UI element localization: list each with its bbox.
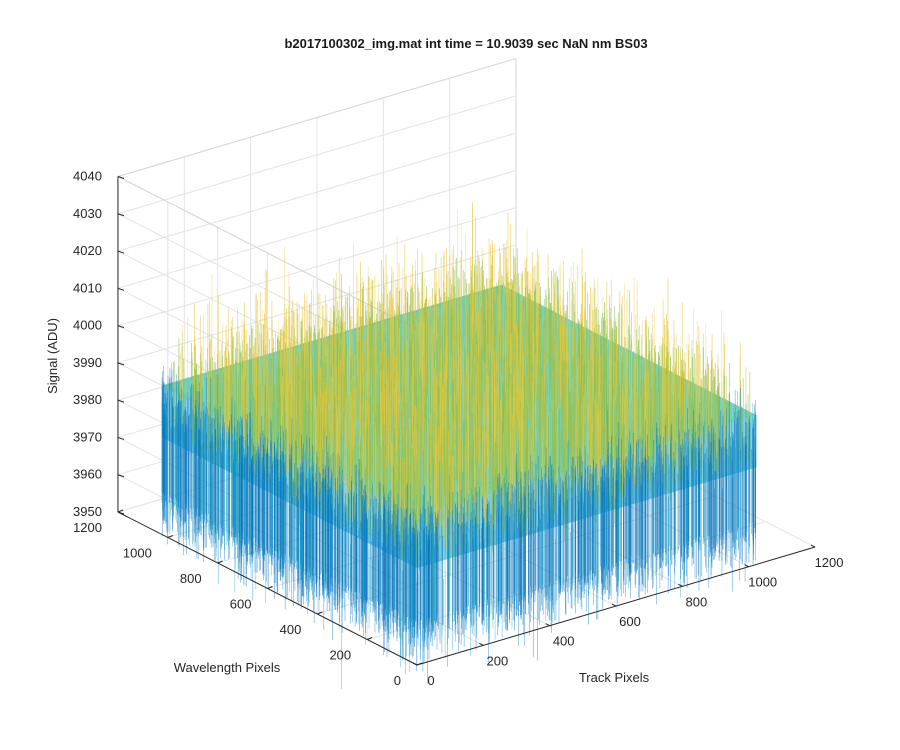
x-tick-label: 400 — [553, 634, 575, 649]
y-tick-mark — [217, 560, 223, 564]
y-tick-label: 600 — [230, 597, 252, 612]
z-tick-mark — [117, 362, 125, 366]
x-tick-label: 1200 — [815, 555, 844, 570]
z-tick-mark — [117, 250, 125, 254]
z-tick-mark — [117, 399, 125, 403]
x-tick-mark — [479, 642, 484, 646]
x-tick-mark — [678, 583, 683, 587]
y-tick-label: 800 — [180, 571, 202, 586]
x-tick-label: 800 — [686, 594, 708, 609]
right-wall-grid-line — [117, 132, 517, 252]
z-tick-mark — [117, 325, 125, 329]
tick-labels: 0200400600800100012000200400600800100012… — [73, 168, 843, 688]
y-tick-label: 400 — [280, 622, 302, 637]
x-tick-label: 600 — [619, 614, 641, 629]
x-tick-mark — [412, 662, 418, 666]
right-wall-grid-line — [117, 95, 517, 215]
right-wall-grid-line — [117, 169, 517, 289]
x-tick-mark — [810, 544, 816, 548]
x-tick-mark — [611, 603, 617, 607]
y-tick-mark — [416, 662, 423, 666]
z-tick-mark — [117, 436, 125, 440]
z-tick-mark — [117, 511, 125, 515]
z-tick-mark — [117, 474, 125, 478]
z-tick-mark — [117, 213, 125, 217]
y-tick-mark — [267, 586, 273, 589]
box-edge — [117, 58, 517, 177]
axis-lines — [117, 176, 816, 666]
x-tick-mark — [744, 564, 749, 568]
x-tick-label: 1000 — [748, 575, 777, 590]
y-tick-mark — [117, 509, 124, 513]
y-tick-mark — [366, 637, 373, 640]
x-tick-mark — [545, 623, 550, 627]
y-tick-mark — [167, 535, 173, 538]
x-tick-label: 0 — [427, 673, 434, 688]
right-wall-grid-line — [117, 207, 517, 327]
y-tick-mark — [317, 611, 323, 615]
z-tick-mark — [117, 176, 125, 179]
y-tick-label: 0 — [394, 673, 401, 688]
x-tick-label: 200 — [486, 653, 508, 668]
surface-data-layer — [161, 202, 757, 689]
z-tick-mark — [117, 287, 125, 291]
y-tick-label: 200 — [329, 648, 351, 663]
